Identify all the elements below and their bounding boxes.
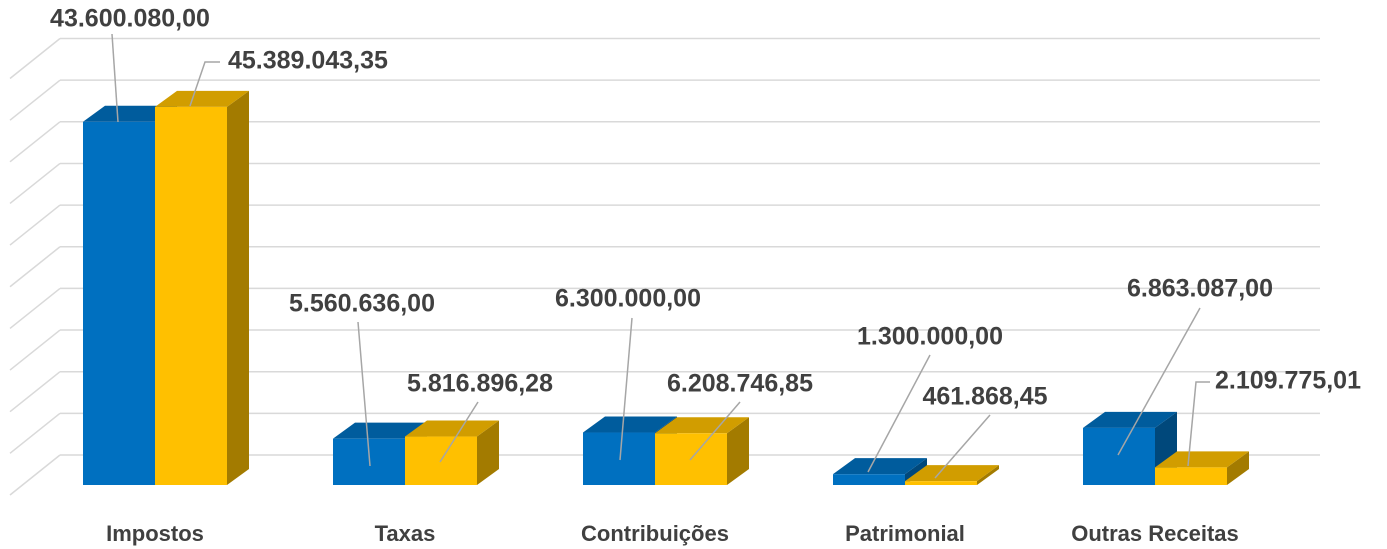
- x-tick-label: Outras Receitas: [1071, 521, 1239, 546]
- leader-line: [439, 401, 479, 463]
- data-label: 45.389.043,35: [228, 47, 388, 75]
- grid-wall-line: [9, 204, 61, 246]
- leader-line: [934, 414, 991, 479]
- bar-top: [155, 90, 249, 107]
- data-label: 5.816.896,28: [407, 370, 553, 398]
- bar: [83, 121, 155, 485]
- leader-line: [357, 321, 371, 467]
- bar-top: [83, 105, 177, 122]
- grid-wall-line: [9, 37, 61, 80]
- bar-side: [477, 420, 499, 485]
- data-label: 5.560.636,00: [289, 290, 435, 318]
- x-tick-label: Impostos: [106, 521, 204, 546]
- bar-side: [227, 90, 249, 485]
- data-label: 2.109.775,01: [1215, 367, 1361, 395]
- leader-line: [1117, 307, 1201, 456]
- bar-top: [1155, 451, 1249, 468]
- bar-side: [1227, 451, 1249, 485]
- leader-line: [619, 317, 633, 461]
- grid-wall-line: [9, 246, 61, 288]
- bar: [1155, 467, 1227, 485]
- bar: [905, 481, 977, 485]
- data-label: 6.300.000,00: [555, 285, 701, 313]
- bar: [1083, 427, 1155, 485]
- bar: [833, 474, 905, 485]
- bar-top: [655, 417, 749, 434]
- data-label: 1.300.000,00: [857, 323, 1003, 351]
- leader-line: [1187, 381, 1210, 467]
- leader-line: [111, 33, 119, 123]
- grid-wall-line: [9, 454, 61, 496]
- leader-line: [189, 61, 220, 107]
- grid-wall-line: [9, 329, 61, 371]
- bar-top: [333, 422, 427, 439]
- grid-wall-line: [9, 79, 61, 121]
- x-tick-label: Contribuições: [581, 521, 729, 546]
- data-label: 43.600.080,00: [50, 5, 210, 33]
- grid-wall-line: [9, 412, 61, 454]
- grid-wall-line: [9, 162, 61, 205]
- bar-side: [727, 417, 749, 485]
- grid-wall-line: [9, 371, 61, 413]
- bar-side: [977, 465, 999, 485]
- x-tick-label: Patrimonial: [845, 521, 965, 546]
- x-tick-label: Taxas: [375, 521, 436, 546]
- bar: [155, 106, 227, 485]
- leader-line: [689, 401, 741, 461]
- bar-top: [833, 458, 927, 475]
- grid-wall-line: [9, 287, 61, 329]
- bar-top: [583, 416, 677, 433]
- bar-top: [405, 420, 499, 437]
- bar-top: [1083, 411, 1177, 428]
- bar-top: [905, 465, 999, 482]
- bar: [583, 432, 655, 485]
- data-label: 6.863.087,00: [1127, 275, 1273, 303]
- leader-line: [867, 354, 931, 473]
- grid-wall-line: [9, 121, 61, 163]
- data-label: 6.208.746,85: [667, 370, 813, 398]
- data-label: 461.868,45: [922, 383, 1047, 411]
